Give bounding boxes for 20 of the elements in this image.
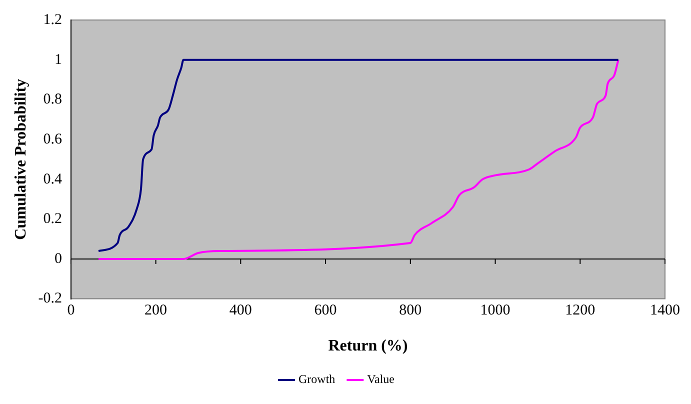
- x-tick-label: 400: [229, 302, 252, 319]
- x-axis-title: Return (%): [328, 338, 408, 355]
- x-tick-label: 1400: [650, 302, 680, 319]
- x-tick-label: 800: [399, 302, 422, 319]
- y-axis-title: Cumulative Probability: [12, 78, 30, 240]
- x-tick-label: 1000: [480, 302, 510, 319]
- y-tick-label: 0.2: [43, 211, 62, 228]
- x-tick-label: 200: [144, 302, 168, 319]
- legend-label: Value: [367, 372, 394, 386]
- x-tick-label: 1200: [565, 302, 596, 319]
- y-tick-label: -0.2: [38, 290, 62, 307]
- legend-label: Growth: [298, 372, 336, 386]
- y-tick-label: 0.4: [43, 171, 62, 188]
- y-tick-label: 0: [54, 250, 62, 267]
- x-tick-label: 600: [314, 302, 337, 319]
- y-tick-label: 0.8: [43, 92, 62, 108]
- y-tick-label: 1: [54, 52, 62, 68]
- y-tick-label: 1.2: [43, 12, 62, 28]
- y-tick-label: 0.6: [43, 131, 62, 148]
- x-tick-label: 0: [67, 302, 75, 319]
